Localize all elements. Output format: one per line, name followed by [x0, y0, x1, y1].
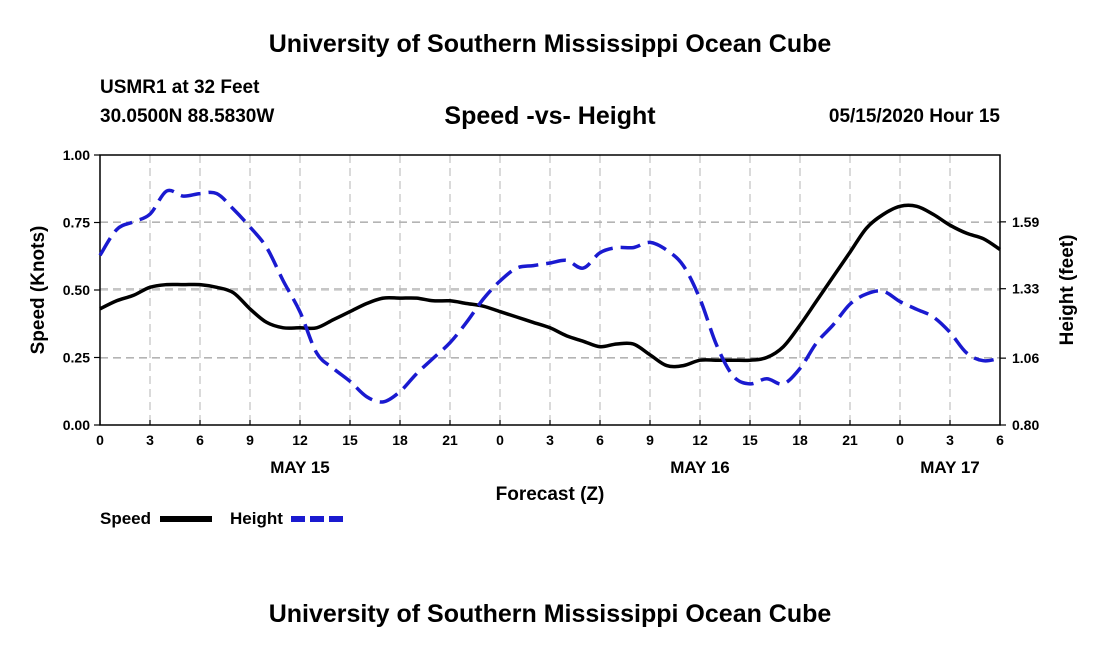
forecast-datetime: 05/15/2020 Hour 15	[828, 106, 1000, 127]
x-tick-label: 15	[742, 432, 758, 448]
x-tick-label: 3	[146, 432, 154, 448]
x-tick-label: 0	[896, 432, 904, 448]
x-tick-label: 21	[442, 432, 458, 448]
x-tick-label: 15	[342, 432, 358, 448]
x-axis-title: Forecast (Z)	[496, 484, 605, 505]
legend-speed-swatch	[160, 516, 212, 522]
x-tick-label: 6	[596, 432, 604, 448]
y-tick-label: 0.25	[63, 350, 90, 366]
x-tick-label: 9	[246, 432, 254, 448]
day-label: MAY 15	[270, 458, 330, 477]
x-tick-label: 6	[196, 432, 204, 448]
x-tick-label: 18	[792, 432, 808, 448]
day-label: MAY 16	[670, 458, 730, 477]
grid-lines	[100, 155, 1000, 425]
y2-tick-label: 1.06	[1012, 350, 1039, 366]
x-tick-label: 12	[692, 432, 708, 448]
x-tick-label: 12	[292, 432, 308, 448]
y-tick-label: 0.75	[63, 215, 90, 231]
legend-height-label: Height	[230, 509, 283, 528]
station-label: USMR1 at 32 Feet	[100, 77, 260, 98]
x-tick-label: 9	[646, 432, 654, 448]
y2-tick-label: 1.59	[1012, 214, 1039, 230]
x-tick-label: 3	[946, 432, 954, 448]
day-label: MAY 17	[920, 458, 980, 477]
x-tick-label: 6	[996, 432, 1004, 448]
axes	[94, 154, 1006, 426]
y-tick-label: 1.00	[63, 147, 90, 163]
speed-series-line	[99, 203, 1001, 369]
chart-title: University of Southern Mississippi Ocean…	[268, 30, 832, 58]
x-tick-label: 3	[546, 432, 554, 448]
legend-speed-label: Speed	[100, 509, 152, 528]
x-tick-label: 18	[392, 432, 408, 448]
x-tick-label: 21	[842, 432, 858, 448]
axis-labels: 0 3 6 9 12 15 18 21 0 3 6 9 12 15 18 21 0 3 6 MAY 15 MAY 16 M…	[28, 147, 1078, 505]
series-lines	[98, 188, 1001, 404]
legend-height-swatch	[291, 516, 343, 522]
y2-axis-title: Height (feet)	[1057, 235, 1078, 346]
height-series-line	[98, 188, 1001, 404]
footer-title: University of Southern Mississippi Ocean…	[268, 600, 832, 628]
speed-height-chart: 0 3 6 9 12 15 18 21 0 3 6 9 12 15 18 21 0 3 6 MAY 15 MAY 16 M…	[28, 147, 1078, 505]
x-tick-label: 0	[96, 432, 104, 448]
x-tick-label: 0	[496, 432, 504, 448]
y-tick-label: 0.50	[63, 282, 90, 298]
y-tick-label: 0.00	[63, 417, 90, 433]
y2-tick-label: 0.80	[1012, 417, 1039, 433]
coordinates-label: 30.0500N 88.5830W	[100, 106, 275, 127]
y2-tick-label: 1.33	[1012, 281, 1039, 297]
chart-subtitle: Speed -vs- Height	[444, 102, 656, 130]
y-axis-title: Speed (Knots)	[28, 226, 49, 355]
